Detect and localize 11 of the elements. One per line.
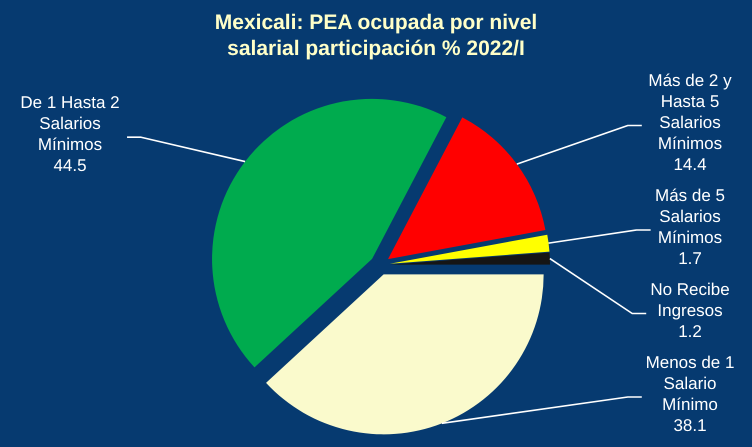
- slice-label: Más de 2 y Hasta 5 Salarios Mínimos: [648, 71, 732, 153]
- data-label: 44.5: [53, 156, 87, 176]
- slice-label: Menos de 1 Salario Mínimo: [646, 353, 734, 414]
- data-label: 14.4: [673, 155, 707, 174]
- data-label: 1.2: [678, 322, 702, 341]
- data-label: 38.1: [673, 416, 707, 435]
- slice-label: De 1 Hasta 2 Salarios Mínimos: [20, 93, 120, 154]
- slice-label: Más de 5 Salarios Mínimos: [655, 186, 725, 247]
- data-label: 1.7: [678, 249, 702, 268]
- slice-label: No Recibe Ingresos: [650, 280, 730, 320]
- chart-title: Mexicali: PEA ocupada por nivel salarial participación % 2022/I: [214, 11, 538, 60]
